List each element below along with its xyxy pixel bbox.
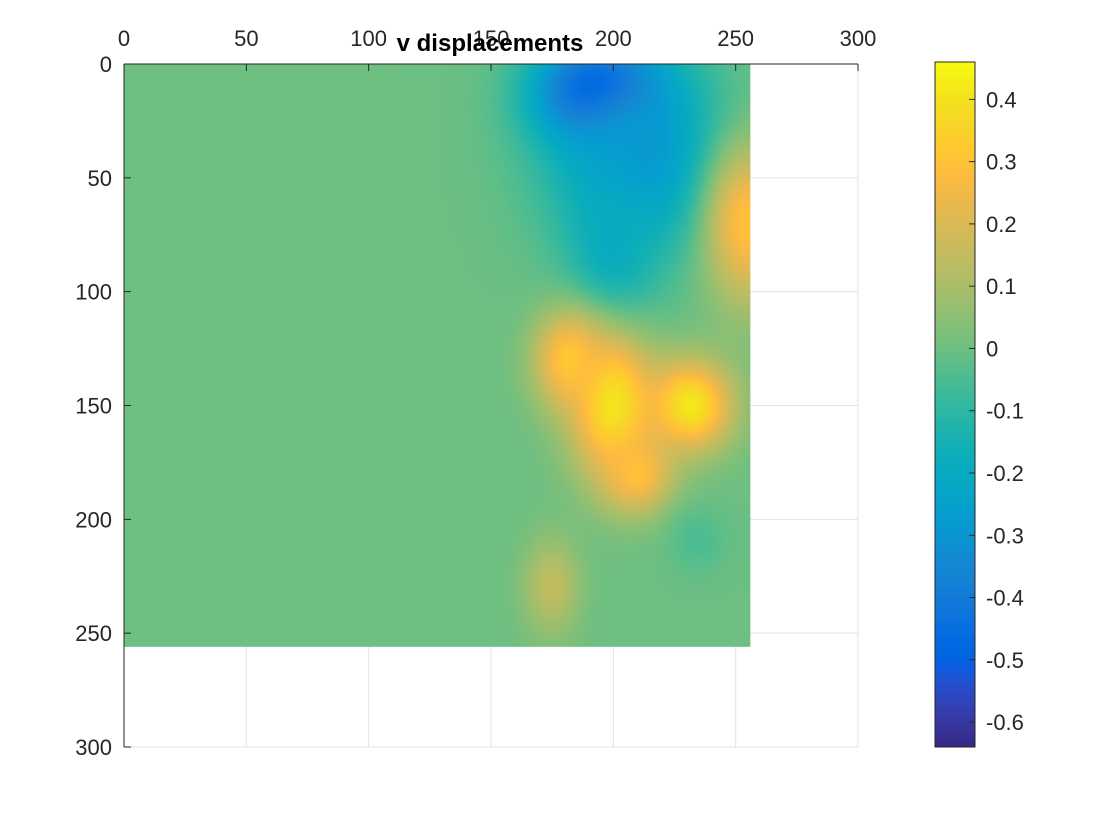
heatmap-image: [124, 64, 751, 647]
colorbar-tick-label: -0.4: [986, 586, 1024, 611]
colorbar-frame: [934, 61, 976, 748]
y-tick-label: 250: [75, 621, 112, 646]
colorbar-tick-label: 0.3: [986, 150, 1017, 175]
x-tick-label: 100: [350, 26, 387, 51]
x-axis-ticks: 0 50 100 150 200 250 300: [118, 26, 876, 71]
colorbar-tick-label: 0.4: [986, 87, 1017, 112]
x-tick-label: 150: [473, 26, 510, 51]
x-tick-label: 50: [234, 26, 258, 51]
x-tick-label: 0: [118, 26, 130, 51]
plot-axes: 0 50 100 150 200 250 300 0 50 100 150 200 250 300 v …: [75, 26, 876, 760]
y-tick-label: 200: [75, 507, 112, 532]
y-axis-ticks: 0 50 100 150 200 250 300: [75, 52, 131, 760]
colorbar-tick-label: -0.1: [986, 399, 1024, 424]
x-tick-label: 250: [717, 26, 754, 51]
y-tick-label: 0: [100, 52, 112, 77]
colorbar-ticks: 0.4 0.3 0.2 0.1 0 -0.1 -0.2 -0.3 -0.4 -0.5 -0.6: [969, 87, 1024, 735]
colorbar: 0.4 0.3 0.2 0.1 0 -0.1 -0.2 -0.3 -0.4 -0.5 -0.6: [934, 61, 1024, 748]
colorbar-tick-label: 0: [986, 336, 998, 361]
x-tick-label: 200: [595, 26, 632, 51]
colorbar-tick-label: -0.5: [986, 648, 1024, 673]
chart-title: v displacements: [397, 30, 584, 57]
y-tick-label: 100: [75, 280, 112, 305]
colorbar-tick-label: -0.3: [986, 523, 1024, 548]
y-tick-label: 50: [88, 166, 112, 191]
colorbar-tick-label: -0.6: [986, 710, 1024, 735]
colorbar-gradient: [935, 62, 975, 747]
x-tick-label: 300: [840, 26, 877, 51]
y-tick-label: 150: [75, 394, 112, 419]
colorbar-tick-label: -0.2: [986, 461, 1024, 486]
y-tick-label: 300: [75, 735, 112, 760]
colorbar-tick-label: 0.1: [986, 274, 1017, 299]
colorbar-tick-label: 0.2: [986, 212, 1017, 237]
